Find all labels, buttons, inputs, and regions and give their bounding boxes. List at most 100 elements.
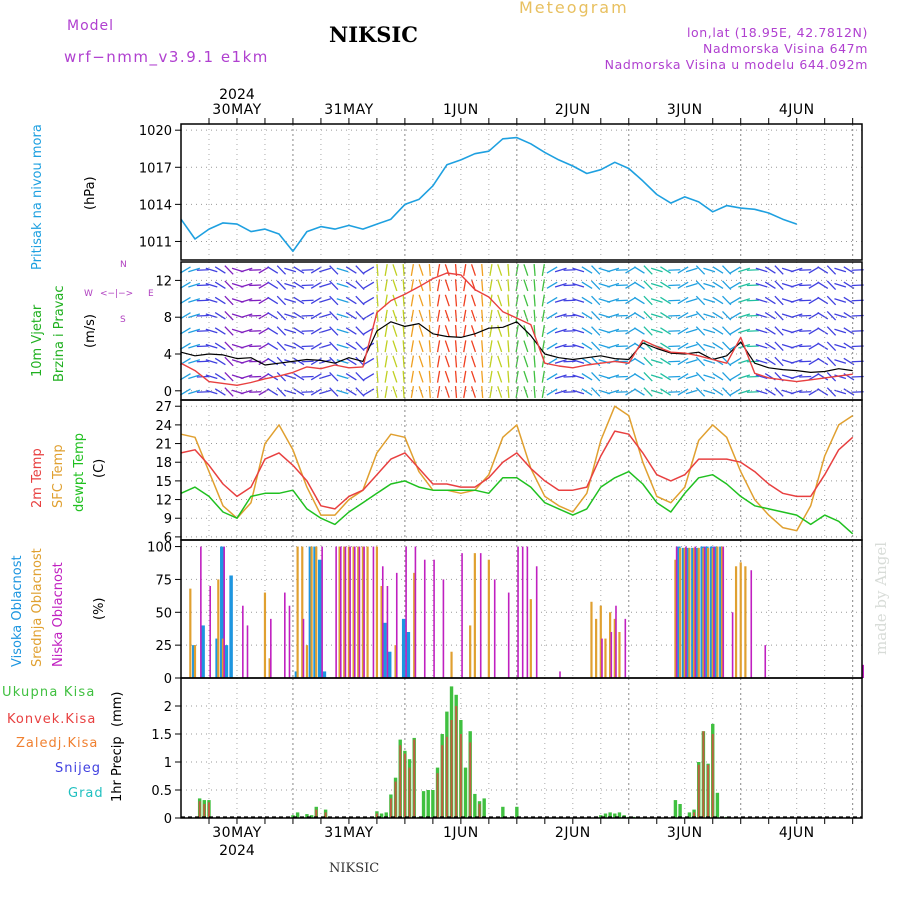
frame-layer: [180, 123, 863, 819]
wind-arrow: [817, 281, 829, 289]
wind-arrow: [489, 324, 493, 338]
wind-arrow: [336, 298, 349, 303]
convective-precip-bar: [711, 734, 714, 818]
wind-arrow: [625, 327, 637, 335]
y-tick-label: 1011: [139, 235, 172, 250]
high-cloud-bar: [700, 546, 704, 678]
wind-arrow: [436, 340, 441, 353]
convective-precip-bar: [203, 804, 206, 818]
wind-arrow: [722, 371, 732, 382]
total-precip-bar: [603, 813, 608, 818]
wind-arrow: [392, 264, 398, 276]
mid-cloud-bar: [352, 546, 355, 678]
wind-arrow: [284, 298, 297, 303]
wind-arrow: [293, 312, 305, 320]
legend-hail: Grad: [68, 786, 104, 801]
wind-arrow: [507, 355, 510, 368]
wind-arrow: [507, 340, 510, 353]
y-tick-label: 25: [155, 639, 172, 654]
wind-arrow: [774, 310, 784, 321]
panel-frame-precip: [180, 677, 863, 819]
wind-arrow: [188, 359, 201, 364]
wind-arrow: [336, 359, 349, 364]
wind-arrow: [546, 388, 558, 396]
wind-arrow: [267, 388, 279, 396]
low-cloud-bar: [750, 570, 753, 678]
wind-arrow: [695, 387, 706, 397]
wind-arrow: [240, 282, 253, 288]
wind-arrow: [276, 356, 287, 367]
wind-arrow: [179, 281, 191, 289]
wind-arrow: [523, 279, 529, 292]
wind-arrow: [546, 373, 558, 381]
panel-frame-temp: [180, 399, 863, 541]
wind-arrow: [205, 343, 218, 349]
wind-arrow: [188, 328, 201, 334]
wind-arrow: [817, 373, 829, 381]
wind-arrow: [722, 341, 732, 352]
wind-arrow: [384, 370, 388, 383]
total-precip-bar: [463, 767, 468, 818]
wind-arrow: [764, 342, 776, 350]
mid-cloud-bar: [706, 547, 710, 678]
wind-arrow: [685, 313, 698, 319]
wind-arrow: [436, 279, 441, 292]
wind-arrow: [329, 387, 339, 397]
wind-arrow: [376, 263, 379, 277]
wind-arrow: [463, 385, 467, 399]
y-tick-label: 15: [155, 475, 172, 490]
wind-arrow: [179, 266, 191, 274]
wind-arrow: [444, 355, 450, 368]
model-altitude-text: Nadmorska Visina u modelu 644.092m: [604, 57, 868, 72]
wind-arrow: [214, 342, 226, 350]
wind-arrow: [319, 267, 331, 273]
wind-arrow: [541, 370, 545, 383]
wind-arrow: [392, 340, 398, 353]
mid-cloud-bar: [380, 586, 383, 678]
wind-arrow: [258, 281, 270, 289]
wind-arrow: [729, 281, 741, 289]
wind-arrow: [685, 359, 698, 364]
wind-arrow: [276, 310, 287, 321]
y-tick-label: 1017: [139, 161, 172, 176]
wind-arrow: [454, 294, 458, 307]
convective-precip-bar: [693, 812, 696, 818]
wind-arrow: [392, 279, 398, 292]
wind-arrow: [790, 359, 803, 364]
y-tick-label: 18: [155, 456, 172, 471]
wind-arrow: [834, 267, 847, 273]
wind-arrow: [410, 324, 415, 338]
wind-arrow: [481, 294, 484, 307]
legend-convective: Konvek.Kisa: [7, 712, 97, 727]
wind-arrow: [764, 281, 776, 289]
wind-arrow: [240, 359, 253, 364]
wind-arrow: [319, 282, 331, 288]
wind-arrow: [817, 296, 829, 305]
wind-arrow: [205, 298, 218, 303]
marks-layer: [180, 136, 864, 818]
wind-arrow: [729, 327, 741, 335]
wind-arrow: [319, 298, 331, 303]
wind-arrow: [541, 309, 545, 322]
wind-arrow: [808, 327, 820, 335]
wind-arrow: [428, 370, 431, 383]
high-cloud-bar: [677, 546, 681, 678]
wind-arrow: [240, 374, 253, 380]
wind-arrow: [695, 341, 706, 352]
wind-arrow: [541, 385, 545, 399]
mid-cloud-bar: [697, 547, 700, 678]
convective-precip-bar: [413, 739, 416, 818]
high-cloud-bar: [714, 546, 718, 678]
convective-precip-bar: [697, 764, 700, 818]
low-cloud-bar: [349, 546, 351, 678]
convective-precip-bar: [441, 745, 444, 818]
wind-arrow: [625, 388, 637, 396]
wind-arrow: [363, 357, 375, 366]
mid-cloud-bar: [366, 546, 369, 678]
mid-cloud-bar: [720, 546, 724, 678]
wind-arrow: [625, 266, 637, 274]
total-precip-bar: [309, 815, 314, 818]
mid-cloud-bar: [487, 559, 490, 678]
wind-arrow: [410, 355, 415, 368]
y-tick-label: 12: [155, 274, 172, 289]
